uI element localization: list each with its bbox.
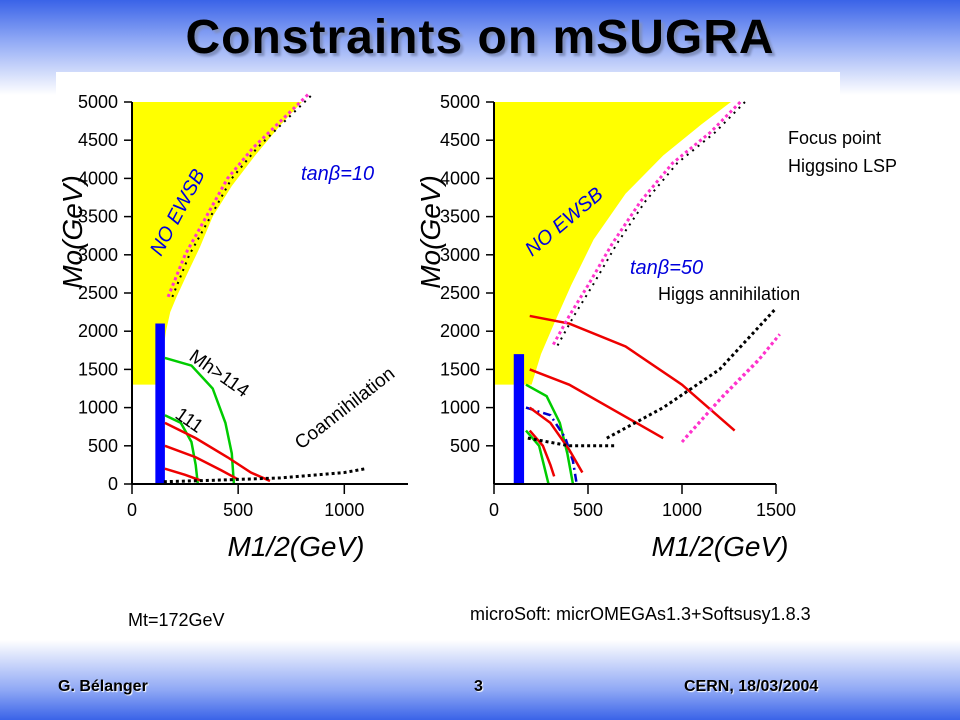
y-tick-label: 4500	[440, 130, 480, 150]
higgs-contour-1	[525, 429, 550, 485]
y-tick-label: 5000	[440, 92, 480, 112]
dm-band-magenta	[550, 100, 742, 348]
y-tick-label: 3000	[78, 245, 118, 265]
y-tick-label: 2500	[78, 283, 118, 303]
y-tick-label: 1000	[440, 398, 480, 418]
y-tick-label: 1500	[78, 359, 118, 379]
x-tick-label: 1500	[756, 500, 796, 520]
footer-page-number: 3	[474, 678, 483, 695]
higgs-annihilation-annotation: Higgs annihilation	[658, 284, 801, 304]
lower-dotted-band	[527, 436, 617, 448]
no-ewsb-region	[494, 102, 731, 385]
focus-point-annotation: Focus point	[788, 128, 882, 148]
relic-contour-2	[164, 467, 203, 483]
x-tick-label: 0	[127, 500, 137, 520]
y-tick-label: 2000	[440, 321, 480, 341]
y-tick-label: 3500	[440, 207, 480, 227]
y-tick-label: 1500	[440, 359, 480, 379]
chart-tanb10: 0 500 1000 0 500 1000 1500 2000 2500 3000 3500 4000…	[56, 72, 426, 572]
dm-band-black	[171, 93, 314, 298]
y-tick-label: 5000	[78, 92, 118, 112]
dm-band-black	[556, 101, 746, 347]
x-tick-label: 1000	[662, 500, 702, 520]
x-tick-label: 0	[489, 500, 499, 520]
y-tick-label: 2500	[440, 283, 480, 303]
y-tick-label: 4000	[78, 168, 118, 188]
lep-excluded-region	[513, 354, 525, 484]
dm-band-magenta	[166, 93, 310, 298]
x-axis-label: M1/2(GeV)	[652, 531, 789, 562]
relic-contour-2	[528, 406, 584, 474]
y-tick-label: 2000	[78, 321, 118, 341]
higgs-contour-2	[525, 406, 578, 485]
relic-contour-3	[528, 429, 556, 477]
y-axis-label: Mo(GeV)	[57, 175, 88, 289]
relic-contour-0	[164, 421, 271, 483]
mt-note: Mt=172GeV	[128, 610, 225, 630]
no-ewsb-region	[132, 102, 302, 385]
slide-title: Constraints on mSUGRA	[185, 11, 775, 64]
higgs-funnel-black	[606, 307, 778, 440]
coannihilation-band	[163, 467, 366, 484]
higgsino-annotation: Higgsino LSP	[788, 156, 898, 176]
software-note: microSoft: micrOMEGAs1.3+Softsusy1.8.3	[470, 604, 811, 624]
y-axis-label: Mo(GeV)	[420, 175, 446, 289]
y-tick-label: 500	[450, 436, 480, 456]
tanb-label: tanβ=10	[301, 163, 374, 185]
higgs-contour-1	[164, 414, 200, 485]
y-tick-label: 1000	[78, 398, 118, 418]
y-tick-label: 0	[108, 474, 118, 494]
y-tick-label: 500	[88, 436, 118, 456]
x-axis-label: M1/2(GeV)	[228, 531, 365, 562]
footer-venue: CERN, 18/03/2004	[684, 678, 819, 695]
chart-tanb50: 0 500 1000 1500 500 1000 1500 2000 2500 3000 3500 4…	[420, 72, 840, 572]
y-tick-label: 3000	[440, 245, 480, 265]
higgs-contour-0	[525, 383, 575, 485]
relic-contour-0	[529, 314, 736, 432]
higgs-contour-0	[164, 356, 236, 485]
x-tick-label: 1000	[324, 500, 364, 520]
relic-contour-1	[164, 444, 239, 481]
y-tick-label: 3500	[78, 207, 118, 227]
y-tick-label: 4000	[440, 168, 480, 188]
y-tick-label: 4500	[78, 130, 118, 150]
tanb-label: tanβ=50	[630, 257, 703, 279]
footer-author: G. Bélanger	[58, 678, 148, 695]
x-tick-label: 500	[223, 500, 253, 520]
relic-contour-1	[529, 368, 664, 440]
x-tick-label: 500	[573, 500, 603, 520]
lep-excluded-region	[155, 323, 165, 484]
